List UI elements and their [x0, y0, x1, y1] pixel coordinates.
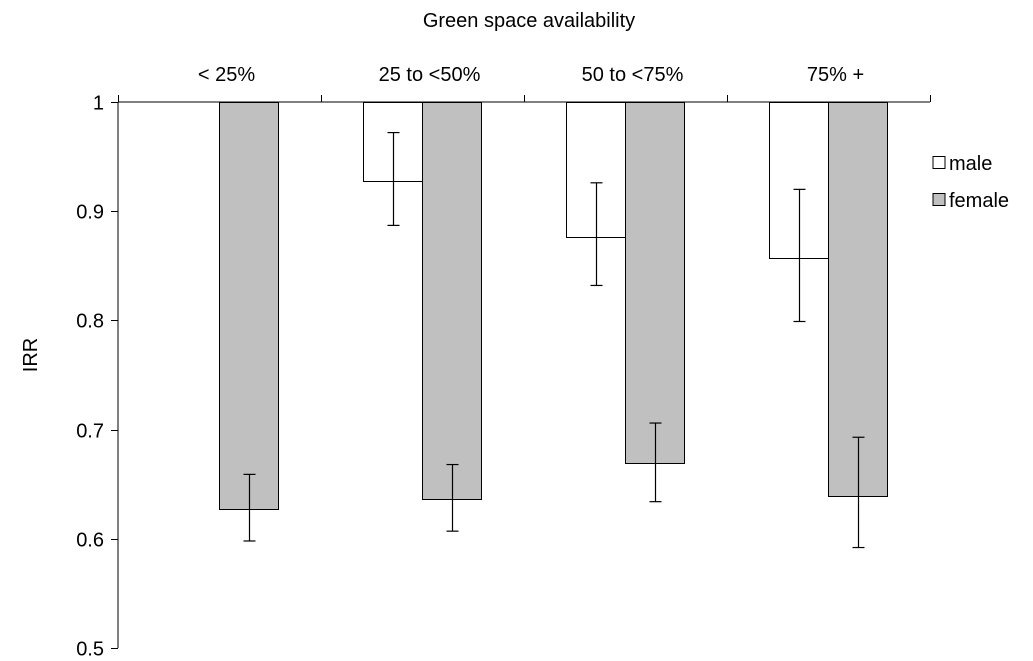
y-tick-label: 0.9 [76, 202, 104, 224]
bar-female [219, 102, 279, 510]
category-label: < 25% [198, 64, 255, 86]
y-axis-label: IRR [20, 338, 42, 372]
legend-label-female: female [949, 190, 1009, 212]
bar-female [828, 102, 888, 497]
category-label: 50 to <75% [582, 64, 684, 86]
y-tick-label: 0.6 [76, 530, 104, 552]
category-label: 75% + [807, 64, 864, 86]
bar-female [625, 102, 685, 464]
y-tick-label: 0.5 [76, 639, 104, 661]
chart-marks: 0.5 0.6 0.7 0.8 0.9 1 < 25% 25 to <50% 50 to <75… [20, 10, 1009, 661]
legend-label-male: male [949, 153, 992, 175]
chart-title: Green space availability [423, 10, 635, 32]
category-label: 25 to <50% [379, 64, 481, 86]
y-tick-label: 1 [93, 93, 104, 115]
bar-female [422, 102, 482, 500]
y-tick-label: 0.8 [76, 311, 104, 333]
legend-swatch-male [932, 156, 946, 169]
y-tick-label: 0.7 [76, 421, 104, 443]
legend-swatch-female [932, 193, 946, 206]
